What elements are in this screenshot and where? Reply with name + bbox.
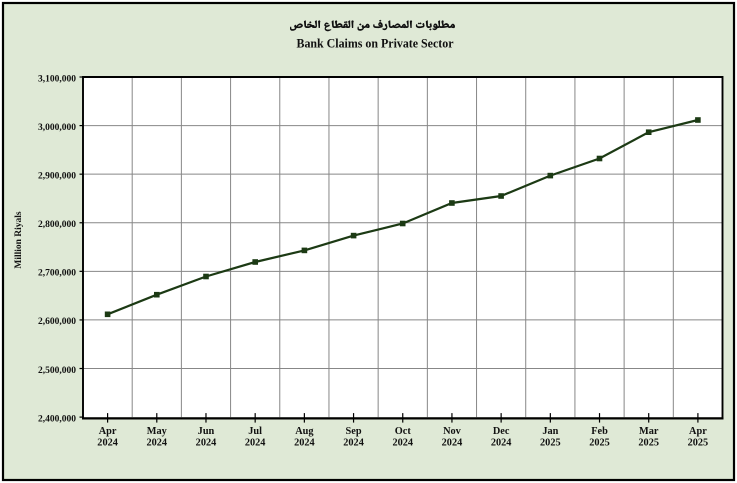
svg-text:2024: 2024	[97, 438, 118, 449]
svg-text:2024: 2024	[245, 438, 266, 449]
svg-text:Million Riyals: Million Riyals	[14, 211, 24, 269]
svg-text:Mar: Mar	[639, 426, 659, 437]
svg-text:May: May	[147, 426, 168, 437]
svg-text:2025: 2025	[638, 438, 659, 449]
svg-text:Aug: Aug	[295, 426, 314, 437]
svg-text:Oct: Oct	[395, 426, 412, 437]
svg-text:2025: 2025	[540, 438, 561, 449]
svg-text:2025: 2025	[688, 438, 709, 449]
svg-text:2024: 2024	[491, 438, 512, 449]
svg-text:Apr: Apr	[99, 426, 117, 437]
svg-text:2024: 2024	[196, 438, 217, 449]
svg-text:3,100,000: 3,100,000	[38, 74, 76, 84]
svg-text:Jun: Jun	[198, 426, 215, 437]
svg-text:2024: 2024	[146, 438, 167, 449]
svg-text:Nov: Nov	[443, 426, 462, 437]
svg-text:2,700,000: 2,700,000	[38, 269, 76, 279]
svg-text:Bank Claims on Private Sector: Bank Claims on Private Sector	[297, 36, 454, 50]
svg-text:2025: 2025	[589, 438, 610, 449]
svg-text:Apr: Apr	[689, 426, 707, 437]
svg-text:2024: 2024	[442, 438, 463, 449]
svg-text:2024: 2024	[294, 438, 315, 449]
svg-text:Sep: Sep	[346, 426, 362, 437]
svg-text:Jan: Jan	[542, 426, 558, 437]
svg-text:2,400,000: 2,400,000	[38, 414, 76, 424]
svg-text:2024: 2024	[392, 438, 413, 449]
svg-text:2024: 2024	[343, 438, 364, 449]
svg-text:Feb: Feb	[591, 426, 608, 437]
svg-text:2,900,000: 2,900,000	[38, 171, 76, 181]
svg-text:2,600,000: 2,600,000	[38, 317, 76, 327]
svg-text:Dec: Dec	[493, 426, 510, 437]
svg-text:2,800,000: 2,800,000	[38, 220, 76, 230]
svg-text:3,000,000: 3,000,000	[38, 123, 76, 133]
svg-text:2,500,000: 2,500,000	[38, 366, 76, 376]
svg-text:Jul: Jul	[248, 426, 262, 437]
